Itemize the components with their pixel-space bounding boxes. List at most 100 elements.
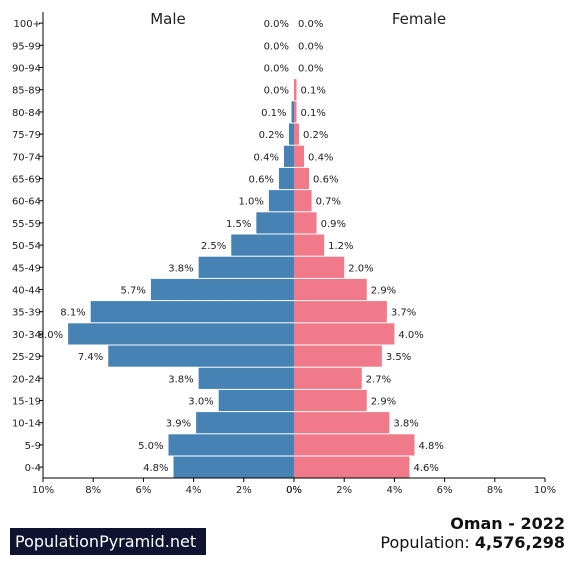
male-value-label: 0.0% bbox=[264, 41, 289, 52]
age-group-label: 75-79 bbox=[12, 130, 41, 141]
female-bar bbox=[294, 389, 367, 412]
female-value-label: 4.0% bbox=[398, 330, 423, 341]
female-value-label: 0.6% bbox=[313, 175, 338, 186]
male-value-label: 9.0% bbox=[38, 330, 63, 341]
female-value-label: 0.4% bbox=[308, 152, 333, 163]
male-bar bbox=[198, 256, 294, 278]
male-bar bbox=[108, 345, 294, 367]
female-value-label: 0.9% bbox=[321, 219, 346, 230]
male-series-title: Male bbox=[150, 10, 186, 28]
female-value-label: 0.0% bbox=[298, 41, 323, 52]
x-tick-label: 0% bbox=[286, 485, 302, 496]
age-group-label: 20-24 bbox=[12, 374, 41, 385]
male-bar bbox=[288, 123, 294, 145]
male-bar bbox=[256, 212, 294, 234]
female-bar bbox=[294, 367, 362, 389]
age-group-label: 30-34 bbox=[12, 330, 41, 341]
age-group-label: 5-9 bbox=[25, 441, 41, 452]
female-bar bbox=[294, 456, 410, 478]
male-value-label: 0.6% bbox=[249, 175, 274, 186]
male-bar bbox=[291, 101, 294, 123]
population-pyramid-chart: Male Female 100+ 0.0% 0.0% 95-99 0.0% 0.0% 90-94… bbox=[12, 10, 556, 496]
x-tick-label: 10% bbox=[32, 485, 54, 496]
x-tick-label: 2% bbox=[236, 485, 252, 496]
male-bar bbox=[90, 301, 294, 323]
age-group-label: 65-69 bbox=[12, 175, 41, 186]
female-bar bbox=[294, 234, 325, 256]
male-bar bbox=[150, 278, 294, 301]
male-value-label: 1.0% bbox=[238, 197, 263, 208]
female-value-label: 0.1% bbox=[301, 86, 326, 97]
age-group-label: 50-54 bbox=[12, 241, 41, 252]
x-tick-label: 8% bbox=[487, 485, 503, 496]
population-value: 4,576,298 bbox=[474, 533, 565, 552]
age-group-label: 60-64 bbox=[12, 197, 41, 208]
female-bar bbox=[294, 190, 312, 212]
female-value-label: 3.5% bbox=[386, 352, 411, 363]
female-value-label: 3.7% bbox=[391, 308, 416, 319]
female-bar bbox=[294, 434, 415, 456]
male-value-label: 0.0% bbox=[264, 64, 289, 75]
age-group-label: 70-74 bbox=[12, 152, 41, 163]
female-value-label: 0.7% bbox=[316, 197, 341, 208]
x-tick-label: 6% bbox=[437, 485, 453, 496]
male-value-label: 3.0% bbox=[188, 397, 213, 408]
x-tick-label: 4% bbox=[386, 485, 402, 496]
age-group-label: 10-14 bbox=[12, 419, 41, 430]
male-value-label: 2.5% bbox=[201, 241, 226, 252]
female-value-label: 2.0% bbox=[348, 263, 373, 274]
female-bar bbox=[294, 101, 297, 123]
age-group-label: 0-4 bbox=[25, 463, 41, 474]
female-bar bbox=[294, 323, 395, 345]
population-label: Population: bbox=[380, 533, 470, 552]
x-tick-label: 2% bbox=[336, 485, 352, 496]
female-bar bbox=[294, 212, 317, 234]
age-group-label: 55-59 bbox=[12, 219, 41, 230]
brand-logo[interactable]: PopulationPyramid.net bbox=[10, 528, 206, 555]
age-group-label: 40-44 bbox=[12, 286, 41, 297]
female-value-label: 0.2% bbox=[303, 130, 328, 141]
male-value-label: 8.1% bbox=[60, 308, 85, 319]
female-value-label: 1.2% bbox=[328, 241, 353, 252]
male-bar bbox=[196, 412, 294, 434]
male-value-label: 7.4% bbox=[78, 352, 103, 363]
age-group-label: 45-49 bbox=[12, 263, 41, 274]
male-value-label: 0.0% bbox=[264, 86, 289, 97]
female-bar bbox=[294, 345, 382, 367]
x-tick-label: 4% bbox=[186, 485, 202, 496]
female-bar bbox=[294, 301, 387, 323]
female-value-label: 0.0% bbox=[298, 19, 323, 30]
female-value-label: 2.7% bbox=[366, 374, 391, 385]
male-value-label: 5.7% bbox=[121, 286, 146, 297]
female-value-label: 4.6% bbox=[413, 463, 438, 474]
male-value-label: 3.8% bbox=[168, 263, 193, 274]
age-group-label: 80-84 bbox=[12, 108, 41, 119]
x-tick-label: 6% bbox=[135, 485, 151, 496]
male-value-label: 0.1% bbox=[261, 108, 286, 119]
female-bar bbox=[294, 79, 297, 101]
male-bar bbox=[198, 367, 294, 389]
female-bar bbox=[294, 167, 310, 190]
female-bar bbox=[294, 412, 390, 434]
x-tick-label: 10% bbox=[534, 485, 556, 496]
female-bar bbox=[294, 256, 345, 278]
age-group-label: 100+ bbox=[14, 19, 41, 30]
male-bar bbox=[268, 190, 294, 212]
country-title: Oman - 2022 bbox=[450, 514, 565, 533]
female-value-label: 0.0% bbox=[298, 64, 323, 75]
female-value-label: 0.1% bbox=[301, 108, 326, 119]
male-value-label: 1.5% bbox=[226, 219, 251, 230]
female-series-title: Female bbox=[392, 10, 446, 28]
male-value-label: 5.0% bbox=[138, 441, 163, 452]
age-group-label: 35-39 bbox=[12, 308, 41, 319]
female-value-label: 2.9% bbox=[371, 397, 396, 408]
male-bar bbox=[231, 234, 294, 256]
male-bar bbox=[68, 323, 294, 345]
age-group-label: 90-94 bbox=[12, 64, 41, 75]
male-value-label: 0.2% bbox=[259, 130, 284, 141]
female-bar bbox=[294, 123, 300, 145]
female-value-label: 2.9% bbox=[371, 286, 396, 297]
age-group-label: 85-89 bbox=[12, 86, 41, 97]
male-value-label: 3.9% bbox=[166, 419, 191, 430]
age-group-label: 25-29 bbox=[12, 352, 41, 363]
